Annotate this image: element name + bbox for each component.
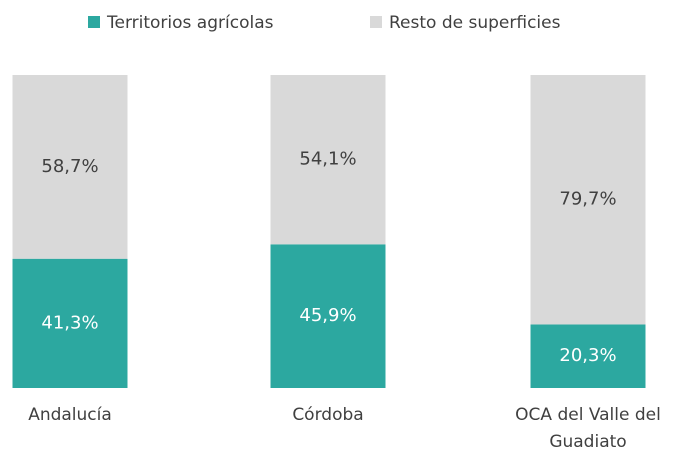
bar-segment (530, 75, 646, 325)
x-tick-label: OCA del Valle del Guadiato (515, 405, 661, 452)
data-label: 58,7% (41, 156, 98, 177)
x-tick-label: Córdoba (292, 405, 364, 425)
bar-segment (530, 324, 646, 388)
data-label: 45,9% (299, 305, 356, 326)
bar-segment (12, 258, 128, 388)
legend-swatch (88, 16, 100, 28)
data-label: 41,3% (41, 312, 98, 333)
bar-segment (270, 75, 386, 245)
data-label: 54,1% (299, 149, 356, 170)
bar-segment (12, 75, 128, 259)
legend-label: Resto de superficies (389, 13, 561, 33)
x-tick-label: Andalucía (28, 405, 112, 425)
data-label: 20,3% (559, 345, 616, 366)
data-label: 79,7% (559, 189, 616, 210)
bar-segment (270, 244, 386, 388)
legend-swatch (370, 16, 382, 28)
legend-label: Territorios agrícolas (106, 13, 274, 33)
